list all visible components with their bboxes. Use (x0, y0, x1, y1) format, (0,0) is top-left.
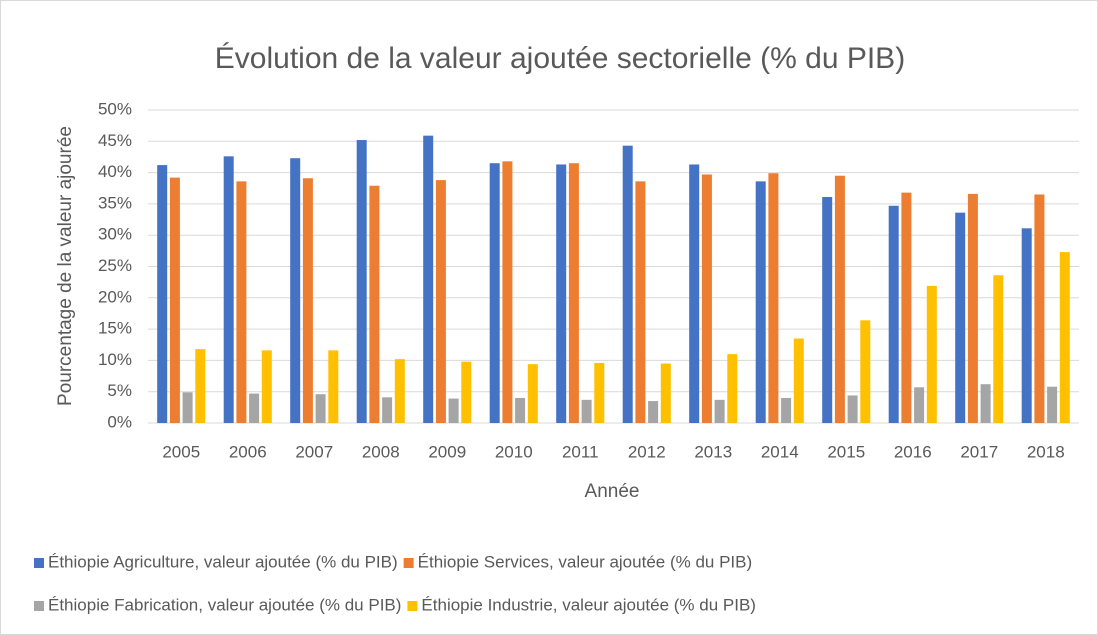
y-tick-label: 0% (107, 412, 132, 431)
bar (926, 285, 937, 423)
legend-swatch (403, 558, 414, 568)
legend-label: Éthiopie Industrie, valeur ajoutée (% du… (421, 595, 756, 614)
y-tick-label: 40% (98, 162, 132, 181)
bar (594, 362, 605, 423)
y-tick-label: 5% (107, 381, 132, 400)
bar (834, 175, 845, 423)
bar (423, 135, 434, 423)
bar (249, 393, 260, 423)
bar (489, 163, 500, 423)
bar (382, 397, 393, 423)
y-tick-label: 15% (98, 319, 132, 338)
bar (236, 181, 247, 423)
bar (860, 320, 871, 423)
bar (556, 164, 567, 423)
chart-title: Évolution de la valeur ajoutée sectoriel… (215, 42, 905, 75)
x-tick-label: 2007 (295, 442, 333, 461)
bar (261, 350, 272, 423)
y-tick-label: 30% (98, 225, 132, 244)
bar (302, 178, 313, 423)
bar (461, 361, 472, 423)
bar (781, 397, 792, 423)
legend-swatch (34, 558, 44, 568)
x-tick-label: 2012 (628, 442, 666, 461)
x-tick-label: 2008 (362, 442, 400, 461)
bar (515, 397, 526, 423)
bar (195, 349, 206, 423)
bar (622, 145, 633, 423)
y-tick-label: 45% (98, 131, 132, 150)
bar (822, 197, 833, 423)
bar (1034, 194, 1045, 423)
x-axis-label: Année (585, 481, 640, 502)
y-tick-label: 10% (98, 350, 132, 369)
bar (689, 164, 700, 423)
x-tick-label: 2015 (827, 442, 865, 461)
bar (328, 350, 339, 423)
bar (169, 177, 180, 423)
y-tick-label: 20% (98, 287, 132, 306)
bar (1021, 228, 1032, 423)
bar (502, 161, 513, 423)
bar (768, 173, 779, 423)
x-tick-label: 2018 (1027, 442, 1065, 461)
x-tick-label: 2011 (562, 442, 599, 461)
x-tick-label: 2010 (495, 442, 533, 461)
x-tick-label: 2013 (694, 442, 732, 461)
x-tick-label: 2006 (229, 442, 267, 461)
bar (793, 338, 804, 423)
bar (955, 212, 966, 423)
legend-label: Éthiopie Services, valeur ajoutée (% du … (418, 552, 753, 571)
bar (527, 364, 538, 423)
bar (1059, 252, 1070, 423)
bar (901, 192, 912, 423)
bar (993, 275, 1004, 423)
bar (448, 398, 459, 423)
x-tick-label: 2005 (162, 442, 200, 461)
bar (660, 363, 671, 423)
y-tick-label: 25% (98, 256, 132, 275)
bar (157, 165, 168, 423)
y-tick-label: 35% (98, 193, 132, 212)
x-tick-label: 2009 (428, 442, 466, 461)
bar (714, 399, 725, 423)
x-tick-label: 2016 (894, 442, 932, 461)
bar (648, 401, 659, 423)
bar (980, 384, 991, 423)
bar (755, 181, 766, 423)
bar (435, 180, 446, 423)
bar (394, 359, 405, 423)
legend-swatch (407, 601, 418, 611)
bar (182, 392, 193, 423)
y-tick-label: 50% (98, 99, 132, 118)
legend-swatch (34, 601, 44, 611)
bar (727, 354, 738, 423)
bar (635, 181, 646, 423)
bar (847, 395, 858, 423)
legend-label: Éthiopie Agriculture, valeur ajoutée (% … (48, 552, 398, 571)
x-tick-label: 2017 (960, 442, 998, 461)
bar (701, 174, 712, 423)
legend-label: Éthiopie Fabrication, valeur ajoutée (% … (48, 595, 401, 614)
bar (568, 163, 579, 423)
bar (967, 193, 978, 423)
bar (1047, 386, 1058, 423)
y-axis-label: Pourcentage de la valeur ajourée (55, 126, 76, 406)
bar (888, 205, 899, 423)
bar (223, 156, 234, 423)
bar (581, 399, 592, 423)
bar (914, 387, 925, 423)
bar (356, 140, 367, 423)
bar (290, 158, 301, 423)
x-tick-label: 2014 (761, 442, 799, 461)
bar (315, 394, 326, 423)
bar (369, 185, 380, 423)
